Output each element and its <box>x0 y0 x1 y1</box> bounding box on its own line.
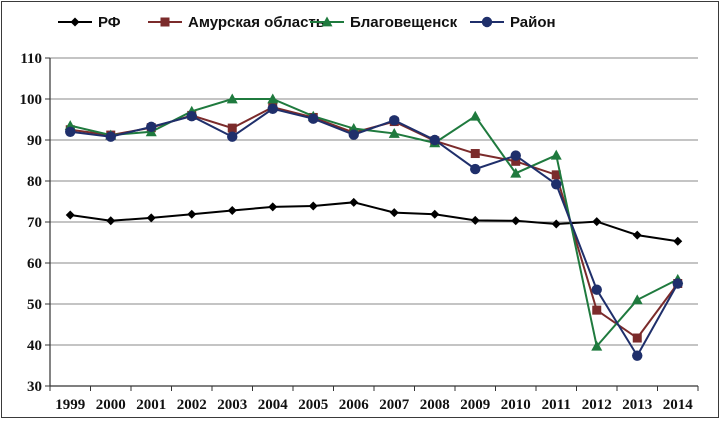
legend-item: Амурская область <box>148 14 325 31</box>
x-tick-label: 2001 <box>136 397 166 413</box>
y-tick-labels: 30 40 50 60 70 80 90 100 110 <box>20 51 43 395</box>
x-tick-label: 2005 <box>298 397 328 413</box>
data-point <box>429 134 440 146</box>
x-tick-label: 2006 <box>339 397 370 413</box>
data-point <box>592 217 602 227</box>
legend-marker <box>321 16 333 27</box>
data-point <box>469 110 481 121</box>
data-point <box>430 209 440 219</box>
y-tick-label: 30 <box>27 379 42 395</box>
data-point <box>267 103 278 115</box>
data-point <box>510 167 522 178</box>
x-tick-label: 1999 <box>55 397 85 413</box>
legend: РФ Амурская область Благовещенск Район <box>58 14 556 31</box>
legend-item: Район <box>470 14 556 31</box>
y-tick-label: 110 <box>20 51 42 67</box>
y-tick-label: 50 <box>27 297 42 313</box>
x-tick-label: 2011 <box>542 397 571 413</box>
data-point <box>511 216 521 226</box>
y-tick-label: 70 <box>27 215 42 231</box>
series-line <box>70 201 678 243</box>
data-point <box>592 305 602 315</box>
x-tick-label: 2008 <box>420 397 450 413</box>
data-point <box>389 208 399 218</box>
data-point <box>591 284 602 295</box>
y-tick-label: 60 <box>27 256 42 272</box>
data-point <box>550 149 562 160</box>
x-tick-label: 2004 <box>258 397 289 413</box>
data-point <box>470 163 481 175</box>
series-lines <box>64 93 684 361</box>
data-point <box>388 127 400 138</box>
x-tick-label: 2013 <box>622 397 652 413</box>
y-tick-label: 90 <box>27 133 42 149</box>
data-point <box>227 131 238 142</box>
data-point <box>673 236 683 246</box>
data-point <box>551 219 561 229</box>
x-tick-label: 2010 <box>501 397 531 413</box>
data-point <box>551 170 561 180</box>
data-point <box>470 149 480 159</box>
data-point <box>105 131 116 142</box>
data-point <box>268 202 278 212</box>
data-point <box>227 123 237 133</box>
data-point <box>227 206 237 216</box>
legend-label: РФ <box>98 14 121 31</box>
x-tick-label: 2002 <box>177 397 207 413</box>
data-point <box>510 150 521 161</box>
x-tick-label: 2003 <box>217 397 247 413</box>
legend-label: Амурская область <box>188 14 325 31</box>
legend-item: Благовещенск <box>310 14 458 31</box>
axes <box>45 57 699 391</box>
data-point <box>511 156 521 166</box>
data-point <box>672 278 683 289</box>
data-point <box>308 201 318 211</box>
data-point <box>308 113 319 124</box>
data-point <box>146 213 156 223</box>
data-point <box>187 209 197 219</box>
data-point <box>146 121 157 133</box>
data-point <box>632 333 642 343</box>
y-tick-label: 80 <box>27 174 42 190</box>
data-point <box>226 93 238 104</box>
data-point <box>591 340 603 351</box>
x-tick-label: 2000 <box>96 397 126 413</box>
y-tick-label: 40 <box>27 338 42 354</box>
data-point <box>267 93 279 104</box>
legend-marker <box>481 16 493 28</box>
data-point <box>348 129 359 140</box>
x-tick-label: 2012 <box>582 397 612 413</box>
data-point <box>65 126 76 137</box>
x-tick-label: 2009 <box>460 397 490 413</box>
legend-marker <box>160 17 170 27</box>
data-point <box>349 197 359 207</box>
legend-label: Район <box>510 14 556 31</box>
data-point <box>631 294 643 305</box>
series-4 <box>65 103 683 361</box>
data-point <box>632 230 642 240</box>
legend-marker <box>70 17 80 27</box>
x-tick-labels: 1999 2000 2001 2002 2003 2004 2005 2006 2007 2008… <box>55 397 693 413</box>
data-point <box>106 216 116 226</box>
x-tick-label: 2007 <box>379 397 410 413</box>
series-1 <box>65 197 683 246</box>
data-point <box>551 179 562 190</box>
legend-label: Благовещенск <box>350 14 458 31</box>
data-point <box>65 210 75 220</box>
series-line <box>70 107 679 358</box>
data-point <box>389 115 400 126</box>
data-point <box>186 111 197 122</box>
legend-item: РФ <box>58 14 121 31</box>
x-tick-label: 2014 <box>663 397 694 413</box>
y-tick-label: 100 <box>20 92 43 108</box>
data-point <box>632 350 643 361</box>
data-point <box>470 215 480 225</box>
